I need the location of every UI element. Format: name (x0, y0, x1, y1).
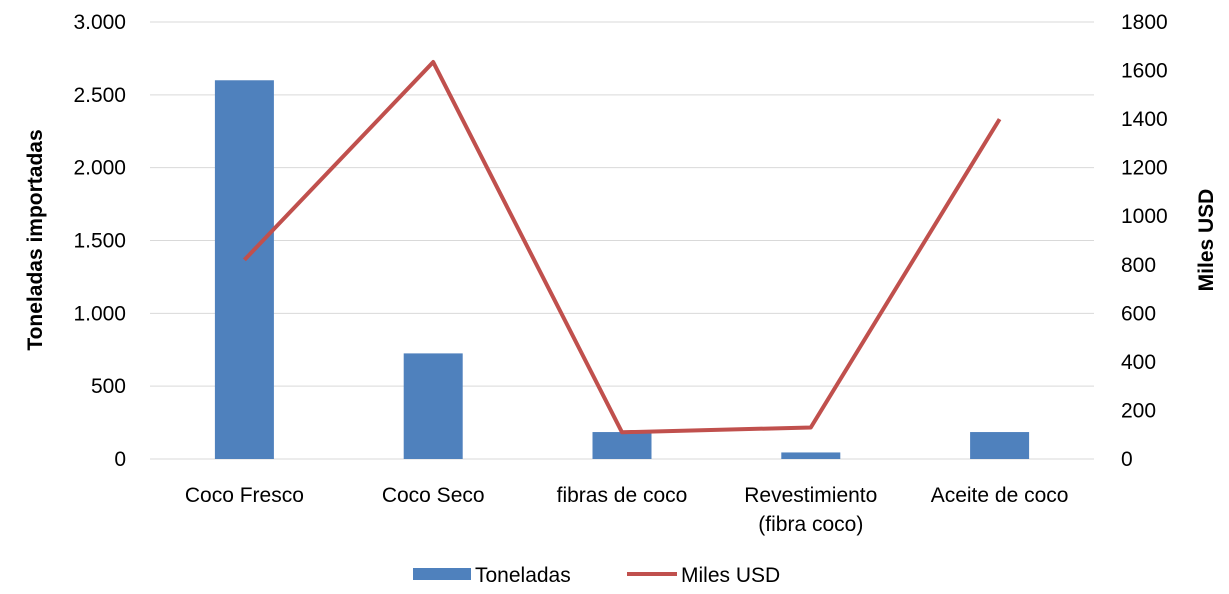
right-tick-label: 1800 (1121, 11, 1168, 34)
series-line (242, 60, 1002, 435)
left-tick-label: 500 (91, 375, 126, 398)
bar (970, 432, 1030, 459)
bar-series (214, 80, 1030, 460)
category-label: fibras de coco (557, 484, 688, 507)
right-tick-label: 1000 (1121, 205, 1168, 228)
left-axis-ticks: 0 500 1.000 1.500 2.000 2.500 3.000 (73, 11, 126, 471)
bar (592, 432, 652, 459)
category-label: Revestimiento (744, 484, 877, 507)
legend-toneladas-label: Toneladas (475, 564, 571, 587)
bar (403, 353, 463, 459)
legend-toneladas-swatch (413, 568, 471, 580)
category-label: Coco Seco (382, 484, 485, 507)
category-label: Coco Fresco (185, 484, 304, 507)
right-axis-ticks: 0 200 400 600 800 1000 1200 1400 1600 1800 (1121, 11, 1168, 471)
right-tick-label: 1400 (1121, 108, 1168, 131)
right-tick-label: 0 (1121, 448, 1133, 471)
category-labels: Coco Fresco Coco Seco fibras de coco Revest… (185, 484, 1069, 536)
right-tick-label: 800 (1121, 254, 1156, 277)
legend-miles-usd-label: Miles USD (681, 564, 780, 587)
right-tick-label: 1600 (1121, 60, 1168, 83)
left-tick-label: 1.000 (73, 302, 126, 325)
right-tick-label: 600 (1121, 302, 1156, 325)
right-tick-label: 1200 (1121, 157, 1168, 180)
left-tick-label: 2.000 (73, 157, 126, 180)
bar (214, 80, 274, 460)
bar (781, 452, 841, 459)
legend: Toneladas Miles USD (413, 564, 780, 587)
left-tick-label: 3.000 (73, 11, 126, 34)
left-tick-label: 1.500 (73, 230, 126, 253)
line-series (242, 60, 1002, 435)
gridlines (150, 21, 1094, 460)
right-tick-label: 400 (1121, 351, 1156, 374)
left-tick-label: 0 (114, 448, 126, 471)
category-label: (fibra coco) (758, 513, 863, 536)
category-label: Aceite de coco (931, 484, 1069, 507)
left-tick-label: 2.500 (73, 84, 126, 107)
left-axis-title: Toneladas importadas (24, 129, 47, 350)
right-axis-title: Miles USD (1195, 189, 1218, 292)
right-tick-label: 200 (1121, 399, 1156, 422)
